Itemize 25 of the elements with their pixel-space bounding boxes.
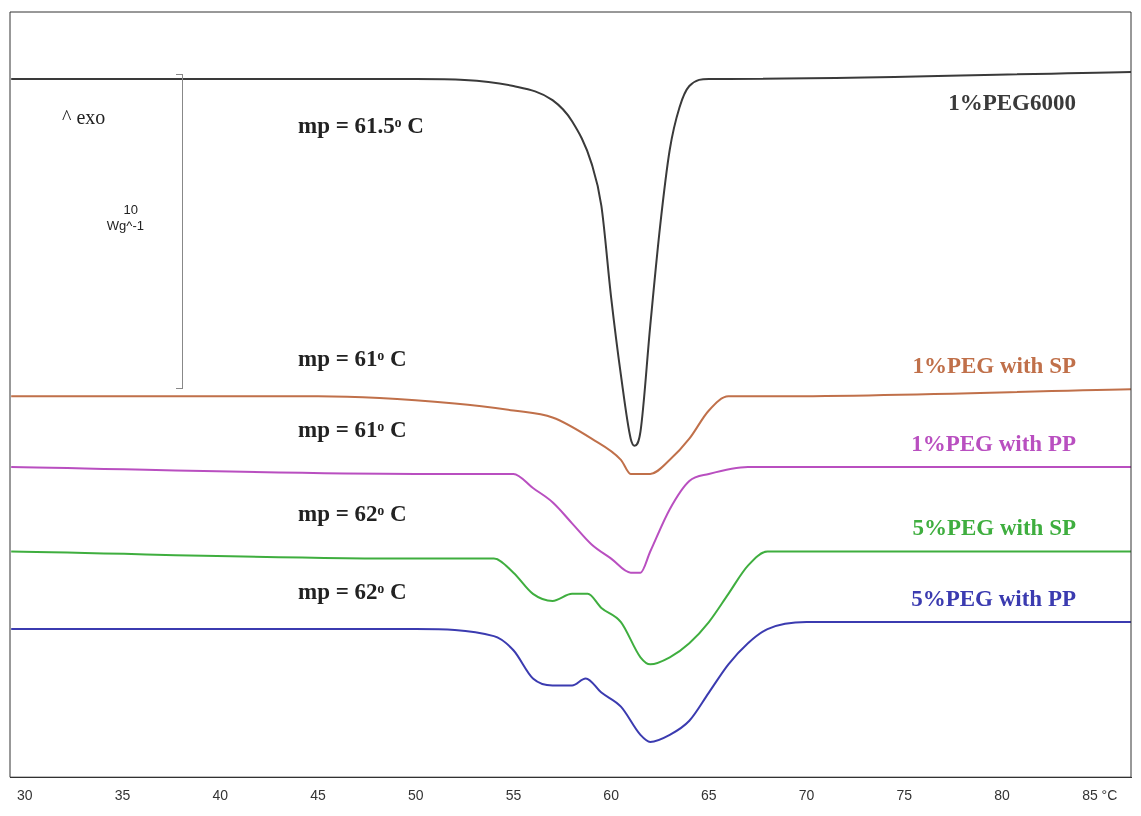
annotation: mp = 61.5ᵒ C [298,112,424,138]
annotation: 10 [123,201,138,217]
series-label: 1%PEG6000 [948,89,1076,115]
x-tick-label: 75 [896,787,913,804]
x-tick-label: 45 [310,787,326,804]
x-tick-label: 30 [17,787,33,804]
x-tick-label: 50 [407,787,424,804]
series-label: 1%PEG with SP [912,353,1076,379]
series-label: 1%PEG with PP [911,430,1076,456]
x-tick-label: 85 °C [1082,787,1118,804]
annotation: mp = 61ᵒ C [298,416,407,442]
annotation: mp = 62ᵒ C [298,501,407,527]
annotation: mp = 62ᵒ C [298,579,407,605]
series-label: 5%PEG with PP [911,585,1076,611]
annotation: mp = 61ᵒ C [298,346,407,372]
x-tick-label: 80 [994,787,1011,804]
x-tick-label: 35 [114,787,131,804]
series-label: 5%PEG with SP [912,515,1076,541]
x-tick-label: 40 [212,787,229,804]
x-tick-label: 60 [603,787,620,804]
annotation: Wg^-1 [106,217,144,233]
x-tick-label: 55 [505,787,522,804]
x-tick-label: 65 [701,787,717,804]
x-tick-label: 70 [798,787,815,804]
annotation: ^ exo [62,106,106,129]
